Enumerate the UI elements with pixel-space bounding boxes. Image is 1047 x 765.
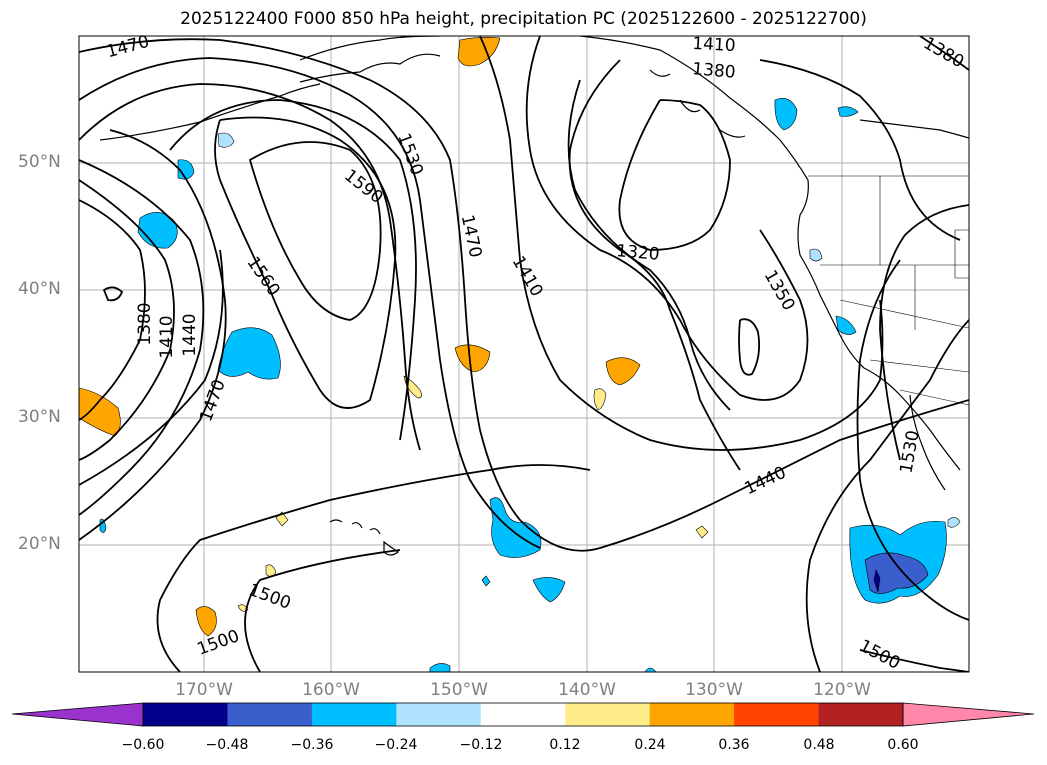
- colorbar-segment: [480, 703, 566, 726]
- colorbar-tick: −0.24: [374, 737, 418, 753]
- colorbar-extend-low: [12, 703, 143, 726]
- contour-label: 1410: [692, 34, 736, 56]
- colorbar-tick: −0.12: [459, 737, 503, 753]
- colorbar-tick: 0.48: [803, 737, 835, 753]
- colorbar-segment: [818, 703, 904, 726]
- lat-label: 40°N: [18, 279, 61, 299]
- colorbar-tick: −0.48: [205, 737, 249, 753]
- contour-label: 1380: [691, 59, 736, 83]
- colorbar-segment: [565, 703, 651, 726]
- lon-label: 170°W: [175, 680, 233, 700]
- colorbar-segment: [734, 703, 820, 726]
- lat-label: 50°N: [18, 152, 61, 172]
- contour-label: 1410: [157, 315, 177, 358]
- lat-label: 20°N: [18, 534, 61, 554]
- contour-label: 1320: [615, 241, 660, 265]
- lon-label: 130°W: [685, 680, 743, 700]
- lon-label: 150°W: [430, 680, 488, 700]
- lon-label: 160°W: [302, 680, 360, 700]
- height-contours: [79, 36, 969, 672]
- lat-label: 30°N: [18, 407, 61, 427]
- contour-label: 1380: [135, 302, 155, 345]
- colorbar-segment: [227, 703, 313, 726]
- colorbar-tick: −0.36: [290, 737, 334, 753]
- colorbar-segment: [143, 703, 228, 726]
- colorbar-tick: 0.36: [718, 737, 750, 753]
- colorbar-extend-high: [903, 703, 1034, 726]
- map-frame: [78, 35, 970, 673]
- lon-label: 140°W: [558, 680, 616, 700]
- lon-label: 120°W: [813, 680, 871, 700]
- colorbar-tick: −0.60: [121, 737, 165, 753]
- map-title: 2025122400 F000 850 hPa height, precipit…: [180, 9, 867, 29]
- contour-label: 1440: [180, 313, 200, 356]
- colorbar-tick: 0.12: [549, 737, 581, 753]
- colorbar-segment: [649, 703, 735, 726]
- colorbar-segment: [311, 703, 397, 726]
- colorbar-tick: 0.60: [887, 737, 919, 753]
- colorbar-tick: 0.24: [634, 737, 666, 753]
- colorbar-segment: [396, 703, 482, 726]
- coastlines: [99, 36, 969, 556]
